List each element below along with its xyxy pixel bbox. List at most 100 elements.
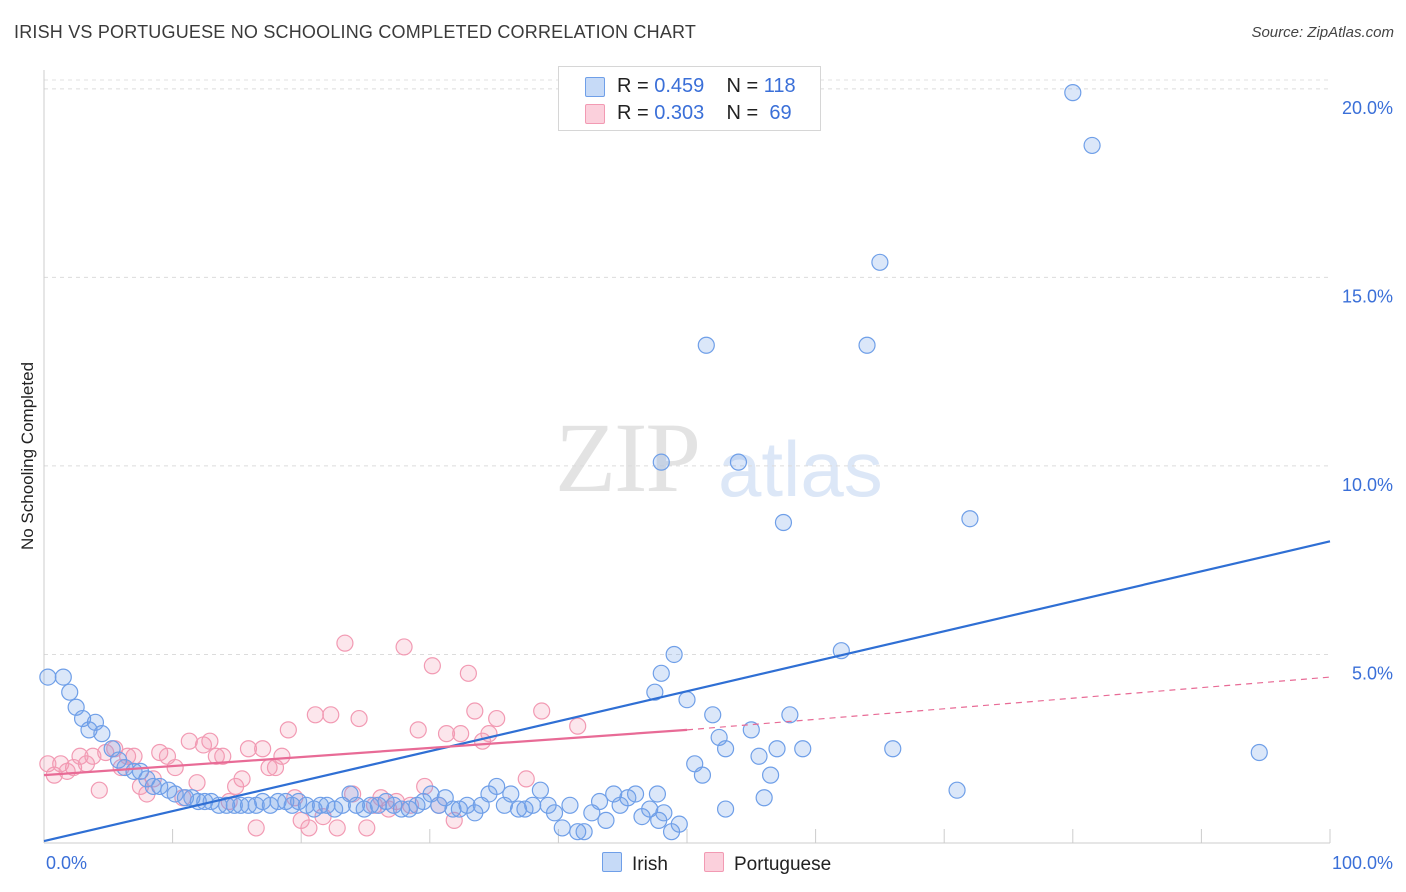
portuguese-n-label: N = xyxy=(726,102,759,124)
portuguese-point xyxy=(452,725,470,743)
irish-point xyxy=(884,740,902,758)
irish-point xyxy=(697,336,715,354)
irish-point xyxy=(761,766,780,784)
irish-point xyxy=(545,804,564,822)
irish-point xyxy=(444,800,462,818)
irish-point xyxy=(652,453,670,471)
portuguese-point xyxy=(180,732,198,750)
portuguese-point xyxy=(466,702,484,720)
irish-point xyxy=(665,645,683,664)
stats-legend: R = 0.459 N = 118 R = 0.303 N = 69 xyxy=(558,66,821,131)
portuguese-point xyxy=(207,747,225,765)
bottom-irish-label: Irish xyxy=(632,854,668,875)
irish-point xyxy=(858,336,876,354)
portuguese-point xyxy=(358,819,376,837)
portuguese-point xyxy=(322,706,340,724)
portuguese-point xyxy=(488,709,506,728)
irish-point xyxy=(729,453,748,471)
portuguese-point xyxy=(336,634,354,652)
portuguese-r-label: R = xyxy=(617,102,649,124)
irish-point xyxy=(509,800,528,818)
irish-point xyxy=(716,800,735,818)
y-tick-label: 5.0% xyxy=(1352,663,1393,683)
portuguese-n-value: 69 xyxy=(769,102,792,124)
irish-point xyxy=(794,740,812,758)
irish-point xyxy=(652,664,670,682)
irish-point xyxy=(125,762,143,780)
irish-point xyxy=(561,796,579,814)
irish-point xyxy=(575,823,593,841)
portuguese-point xyxy=(409,721,427,739)
irish-point xyxy=(54,668,72,686)
y-tick-label: 10.0% xyxy=(1342,475,1393,495)
portuguese-point xyxy=(437,725,456,743)
irish-point xyxy=(151,777,169,796)
irish-swatch xyxy=(585,77,605,97)
portuguese-point xyxy=(188,774,206,792)
portuguese-point xyxy=(533,702,551,720)
portuguese-point xyxy=(306,706,324,724)
irish-point xyxy=(569,823,587,841)
portuguese-point xyxy=(279,721,297,739)
irish-point xyxy=(1064,84,1082,102)
irish-point xyxy=(693,766,712,784)
chart-title: IRISH VS PORTUGUESE NO SCHOOLING COMPLET… xyxy=(14,22,697,42)
portuguese-swatch xyxy=(585,104,605,124)
bottom-portuguese-label: Portuguese xyxy=(734,854,832,875)
portuguese-point xyxy=(166,758,184,777)
irish-point xyxy=(961,510,979,528)
irish-point xyxy=(774,513,793,532)
irish-point xyxy=(768,740,786,758)
portuguese-r-value: 0.303 xyxy=(654,102,705,124)
irish-point xyxy=(166,785,184,803)
portuguese-point xyxy=(423,657,441,675)
irish-point xyxy=(781,706,799,724)
portuguese-point xyxy=(517,770,535,788)
irish-point xyxy=(524,796,542,814)
portuguese-point xyxy=(90,781,108,799)
y-tick-label: 15.0% xyxy=(1342,286,1393,306)
irish-point xyxy=(311,796,330,814)
irish-point xyxy=(704,706,722,724)
irish-point xyxy=(755,789,773,807)
irish-point xyxy=(488,777,506,796)
irish-point xyxy=(678,691,696,709)
portuguese-point xyxy=(247,819,265,837)
bottom-portuguese-swatch xyxy=(704,852,724,872)
portuguese-point xyxy=(84,747,102,765)
irish-point xyxy=(750,747,768,765)
portuguese-point xyxy=(233,770,251,788)
irish-point xyxy=(1083,136,1101,155)
irish-trend-line xyxy=(43,540,1331,843)
portuguese-point xyxy=(214,747,232,765)
irish-n-label: N = xyxy=(726,75,759,97)
irish-point xyxy=(641,800,659,818)
irish-r-value: 0.459 xyxy=(654,75,705,97)
bottom-legend-portuguese: Portuguese xyxy=(704,852,831,876)
irish-point xyxy=(646,683,664,701)
irish-point xyxy=(553,819,571,837)
irish-point xyxy=(93,725,111,743)
irish-point xyxy=(716,740,735,758)
portuguese-point xyxy=(328,819,346,837)
irish-r-label: R = xyxy=(617,75,649,97)
portuguese-point xyxy=(273,747,291,765)
portuguese-trend-extension xyxy=(686,676,1331,731)
irish-point xyxy=(176,789,195,807)
irish-point xyxy=(670,815,688,833)
portuguese-trend-line xyxy=(43,728,688,777)
irish-point xyxy=(502,785,520,803)
portuguese-point xyxy=(239,740,258,758)
irish-point xyxy=(948,781,966,799)
irish-point xyxy=(61,683,79,701)
watermark-atlas: atlas xyxy=(718,425,883,513)
irish-point xyxy=(1250,743,1268,762)
portuguese-point xyxy=(350,709,368,728)
watermark-zip: ZIP xyxy=(555,402,701,513)
source-credit: Source: ZipAtlas.com xyxy=(1251,24,1394,41)
irish-point xyxy=(531,781,549,799)
portuguese-point xyxy=(254,740,272,758)
bottom-irish-swatch xyxy=(602,852,622,872)
irish-n-value: 118 xyxy=(763,75,796,97)
